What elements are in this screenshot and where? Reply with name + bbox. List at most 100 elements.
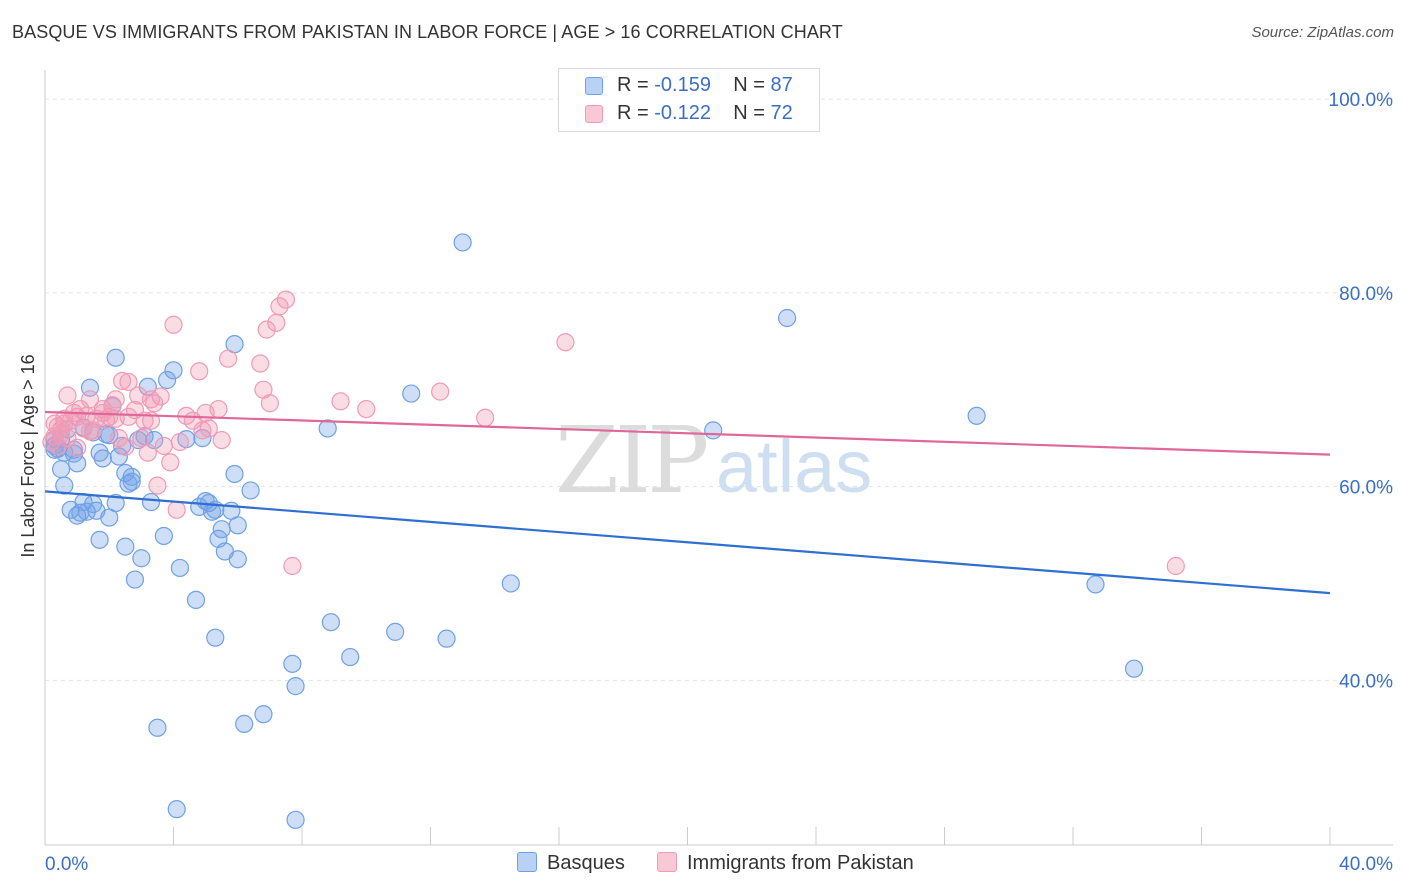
data-point-basque (125, 570, 145, 589)
data-point-pakistan (68, 438, 87, 457)
legend-n-value-basques: 87 (770, 74, 793, 96)
data-point-basque (116, 537, 135, 556)
data-point-basque (202, 502, 222, 521)
data-point-basque (318, 419, 337, 438)
bottom-legend-basques: Basques (517, 852, 625, 878)
bottom-legend-pakistan: Immigrants from Pakistan (657, 852, 914, 878)
data-point-pakistan (148, 476, 167, 495)
data-point-pakistan (212, 430, 231, 450)
data-point-pakistan (357, 399, 376, 419)
data-point-basque (148, 718, 167, 737)
x-tick-label-min: 0.0% (45, 854, 88, 875)
axes (44, 70, 1393, 846)
legend-row-basques: R = -0.159 N = 87 (559, 72, 819, 100)
data-point-pakistan (556, 333, 575, 352)
data-point-pakistan (119, 407, 138, 426)
legend-r-label: R = (617, 74, 655, 96)
data-point-basque (241, 481, 260, 500)
data-point-basque (71, 503, 90, 522)
watermark: ZIP atlas (555, 407, 872, 514)
gridlines (45, 98, 1393, 681)
trend-line-pakistan (44, 410, 1331, 456)
data-point-pakistan (151, 387, 170, 406)
data-point-pakistan (219, 349, 238, 368)
y-tick-label: 40.0% (1339, 671, 1393, 692)
data-point-basque (321, 613, 341, 632)
y-tick-label: 60.0% (1339, 478, 1393, 499)
data-point-basque (90, 530, 109, 549)
bottom-legend-swatch-basques (517, 852, 537, 872)
data-point-basque (93, 449, 112, 468)
data-point-pakistan (55, 414, 74, 433)
data-point-basque (341, 647, 360, 667)
data-point-pakistan (138, 443, 157, 462)
data-point-pakistan (331, 392, 350, 411)
data-point-pakistan (267, 313, 286, 332)
data-point-pakistan (199, 419, 218, 438)
data-point-basque (64, 444, 84, 463)
data-point-basque (84, 494, 103, 514)
data-point-pakistan (112, 371, 132, 391)
data-point-basque (283, 654, 302, 673)
data-point-pakistan (196, 403, 215, 423)
data-point-basque (132, 549, 151, 568)
legend-r-value-pakistan: -0.122 (654, 102, 711, 124)
legend-n-label: N = (733, 74, 771, 96)
data-point-basque (170, 558, 190, 578)
data-point-pakistan (431, 382, 450, 401)
stats-legend: R = -0.159 N = 87 R = -0.122 N = 72 (558, 68, 820, 132)
data-point-basque (235, 714, 254, 734)
data-point-basque (106, 493, 125, 513)
data-point-pakistan (58, 429, 77, 448)
series-pakistan (42, 290, 1185, 576)
data-point-basque (90, 443, 109, 462)
data-point-basque (228, 550, 247, 569)
data-point-basque (402, 384, 421, 403)
data-point-pakistan (276, 290, 296, 309)
data-point-pakistan (145, 394, 164, 413)
data-point-basque (206, 628, 225, 647)
data-point-pakistan (167, 500, 186, 519)
bottom-legend-label-pakistan: Immigrants from Pakistan (687, 852, 914, 874)
data-point-basque (386, 622, 405, 641)
data-point-basque (154, 526, 173, 546)
series-basques (45, 233, 1144, 829)
data-point-pakistan (116, 437, 135, 456)
legend-r-value-basques: -0.159 (654, 74, 711, 96)
data-point-pakistan (193, 421, 212, 440)
data-point-pakistan (154, 436, 173, 455)
data-point-basque (704, 421, 723, 440)
data-point-pakistan (119, 372, 138, 392)
y-tick-labels: 40.0% 60.0% 80.0% 100.0% (1329, 90, 1394, 692)
data-point-pakistan (106, 390, 125, 409)
data-point-basque (141, 492, 161, 512)
data-point-pakistan (476, 408, 495, 427)
trend-line-basques (44, 490, 1331, 595)
data-point-basque (254, 705, 273, 724)
trend-lines (44, 410, 1331, 595)
y-tick-label: 80.0% (1339, 284, 1393, 305)
data-point-pakistan (161, 453, 180, 472)
data-point-basque (212, 520, 231, 539)
y-tick-label: 100.0% (1329, 90, 1394, 111)
data-point-pakistan (1166, 556, 1185, 576)
data-point-basque (164, 361, 183, 380)
data-point-basque (286, 677, 305, 696)
data-point-pakistan (260, 394, 279, 413)
data-point-basque (109, 447, 128, 466)
legend-swatch-pakistan (585, 105, 603, 123)
data-point-pakistan (270, 297, 289, 316)
legend-swatch-basques (585, 77, 603, 95)
source-label: Source: ZipAtlas.com (1251, 24, 1394, 41)
x-tick-label-max: 40.0% (1339, 854, 1393, 875)
x-tick-labels: 0.0% 40.0% (45, 854, 1393, 875)
bottom-legend-label-basques: Basques (547, 852, 625, 874)
data-point-basque (437, 629, 456, 648)
legend-n-value-pakistan: 72 (770, 102, 793, 124)
data-point-pakistan (257, 320, 276, 339)
data-point-basque (777, 308, 797, 328)
data-point-pakistan (80, 390, 100, 409)
watermark-zip: ZIP (555, 407, 706, 514)
chart-title: BASQUE VS IMMIGRANTS FROM PAKISTAN IN LA… (12, 22, 843, 42)
